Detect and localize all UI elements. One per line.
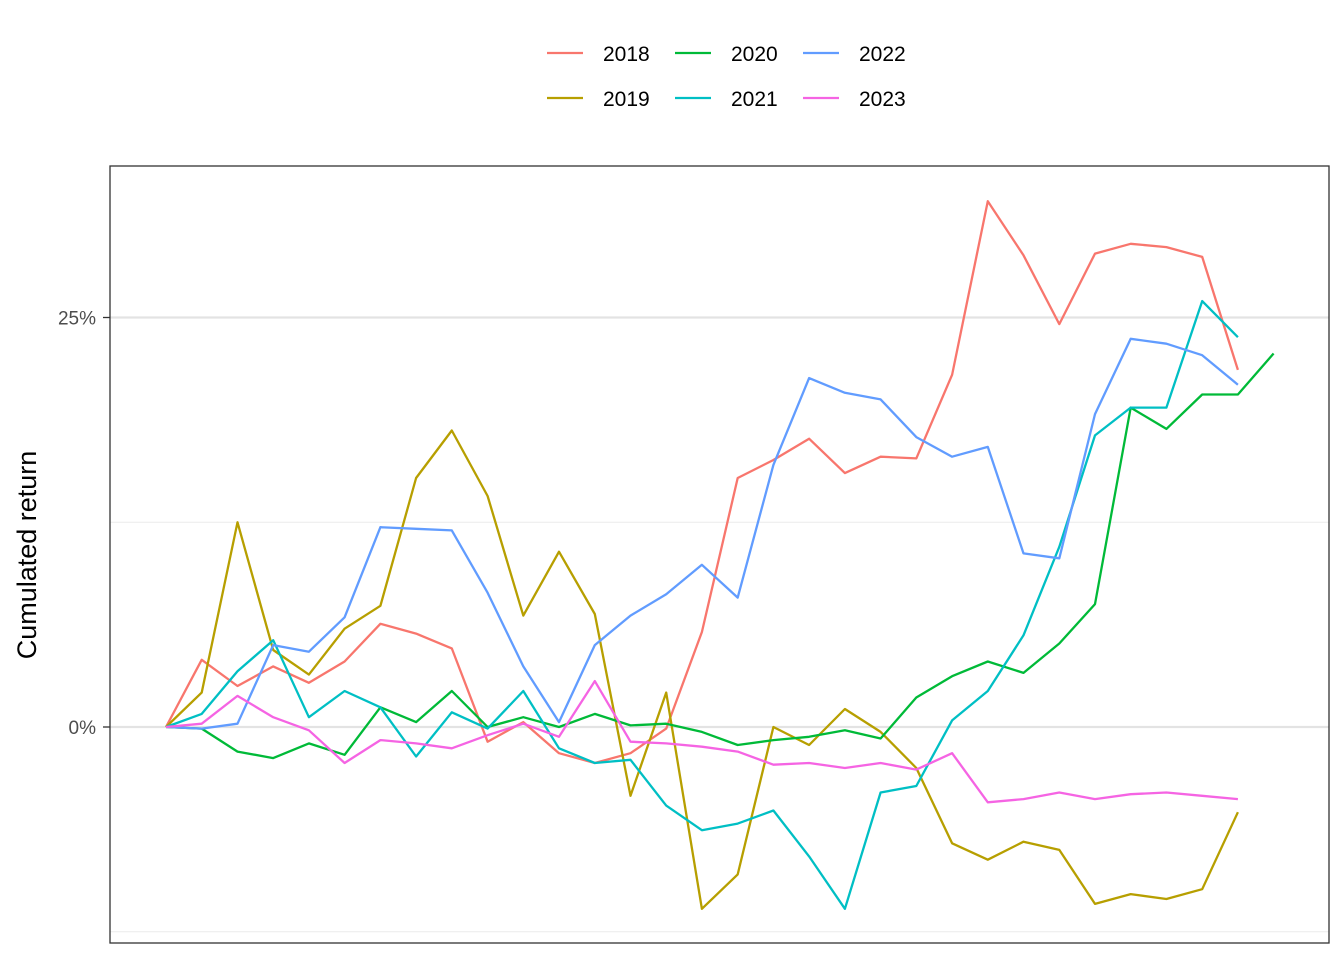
- series-line-2019: [165, 429, 1239, 910]
- legend-label: 2021: [731, 88, 778, 111]
- legend-item-2023: 2023: [803, 88, 906, 111]
- legend-item-2020: 2020: [675, 43, 778, 66]
- legend: 2018 2019 2020 2021 2022 2023: [547, 43, 906, 111]
- legend-item-2022: 2022: [803, 43, 906, 66]
- y-axis-title: Cumulated return: [12, 451, 42, 660]
- y-tick-label: 25%: [58, 309, 96, 330]
- series-line-2022: [165, 337, 1239, 730]
- legend-item-2018: 2018: [547, 43, 650, 66]
- y-tick-label: 0%: [69, 718, 97, 739]
- legend-item-2021: 2021: [675, 88, 778, 111]
- legend-label: 2019: [603, 88, 650, 111]
- series-lines: [164, 200, 1275, 910]
- gridlines: [110, 316, 1329, 933]
- y-axis: 0% 25%: [58, 309, 110, 739]
- legend-label: 2023: [859, 88, 906, 111]
- legend-label: 2020: [731, 43, 778, 66]
- legend-item-2019: 2019: [547, 88, 650, 111]
- plot-panel-border: [109, 165, 1330, 944]
- series-line-2020: [165, 352, 1275, 760]
- series-line-2018: [164, 200, 1239, 765]
- series-line-2023: [165, 679, 1239, 804]
- legend-label: 2022: [859, 43, 906, 66]
- series-line-2021: [165, 299, 1239, 910]
- legend-label: 2018: [603, 43, 650, 66]
